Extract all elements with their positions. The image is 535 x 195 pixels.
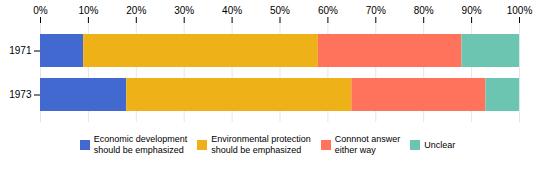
svg-text:10%: 10%	[78, 5, 98, 16]
svg-text:1973: 1973	[9, 89, 32, 100]
svg-text:30%: 30%	[174, 5, 194, 16]
html-text:Connnot answer either way: Connnot answer either way	[334, 134, 401, 155]
svg-text:50%: 50%	[270, 5, 290, 16]
html-text:Economic development should be: Economic development should be emphasize…	[93, 134, 188, 155]
svg-text:1971: 1971	[9, 45, 32, 56]
svg-text:100%: 100%	[507, 5, 533, 16]
svg-text:60%: 60%	[318, 5, 338, 16]
svg-text:40%: 40%	[222, 5, 242, 16]
svg-text:70%: 70%	[366, 5, 386, 16]
html-text:Environmental protection shoul: Environmental protection should be empha…	[211, 134, 311, 155]
svg-text:0%: 0%	[33, 5, 48, 16]
svg-text:20%: 20%	[126, 5, 146, 16]
svg-text:80%: 80%	[414, 5, 434, 16]
html-text:Unclear: Unclear	[424, 139, 456, 150]
svg-text:90%: 90%	[462, 5, 482, 16]
